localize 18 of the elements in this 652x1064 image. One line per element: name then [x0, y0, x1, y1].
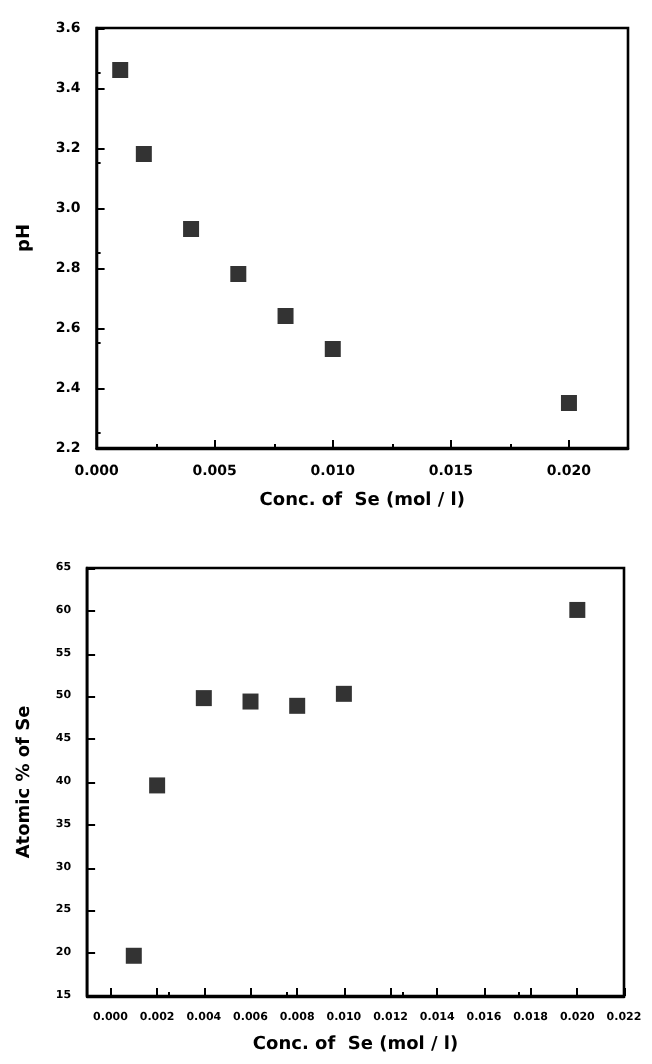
y-axis-title: Atomic % of Se	[15, 705, 35, 859]
y-axis-title: pH	[15, 224, 35, 252]
point	[277, 308, 294, 324]
x-axis-title: Conc. of Se (mol / l)	[259, 491, 465, 511]
point	[324, 341, 341, 357]
point	[230, 266, 247, 282]
point	[112, 62, 129, 78]
point	[195, 690, 212, 707]
x-axis-title: Conc. of Se (mol / l)	[252, 1035, 459, 1055]
point	[289, 697, 306, 714]
point	[149, 777, 166, 794]
point	[183, 221, 200, 237]
point	[125, 947, 142, 964]
point	[242, 693, 259, 710]
point	[569, 601, 586, 618]
point	[560, 395, 577, 411]
point	[335, 685, 352, 702]
point	[135, 146, 152, 162]
